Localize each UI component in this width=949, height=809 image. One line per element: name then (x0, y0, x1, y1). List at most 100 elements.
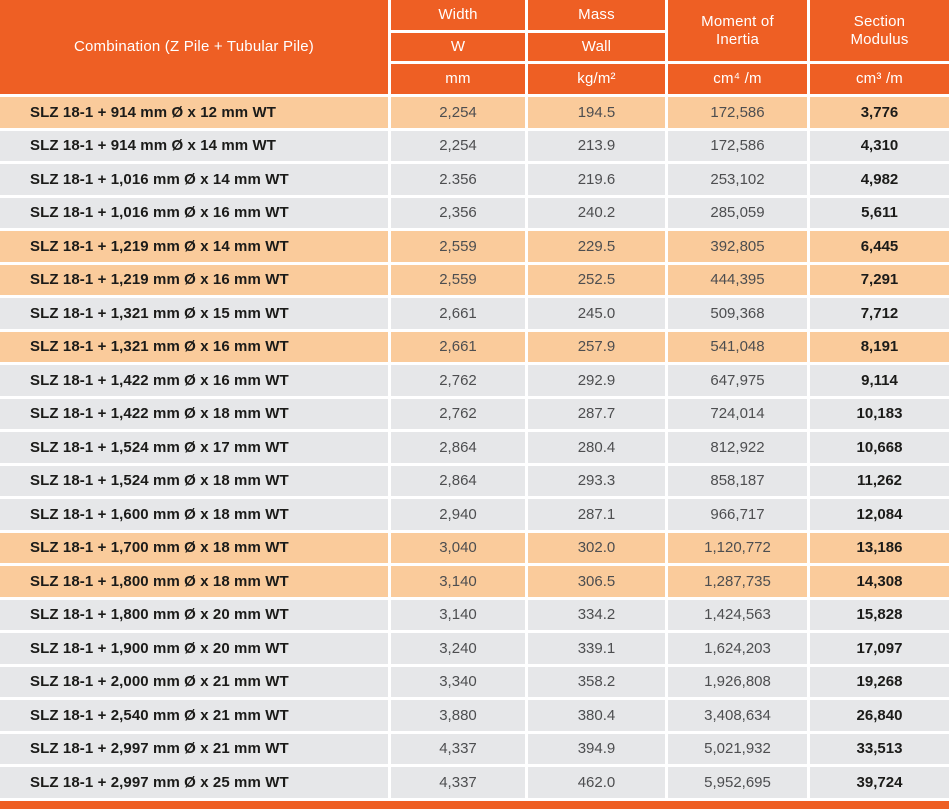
combination-cell: SLZ 18-1 + 1,321 mm Ø x 15 mm WT (0, 298, 388, 329)
moment-of-inertia-cell: 509,368 (668, 298, 807, 329)
mass-cell: 252.5 (528, 264, 665, 295)
section-modulus-cell: 8,191 (810, 331, 949, 362)
mass-cell: 394.9 (528, 733, 665, 764)
moment-of-inertia-cell: 5,021,932 (668, 733, 807, 764)
mass-cell: 334.2 (528, 599, 665, 630)
width-cell: 2,254 (391, 130, 525, 161)
moment-of-inertia-cell: 285,059 (668, 197, 807, 228)
moment-of-inertia-cell: 1,424,563 (668, 599, 807, 630)
width-cell: 2,356 (391, 197, 525, 228)
mass-cell: 240.2 (528, 197, 665, 228)
table-row: SLZ 18-1 + 914 mm Ø x 12 mm WT 2,254 194… (0, 97, 949, 128)
header-inertia-unit: cm⁴ /m (668, 64, 807, 94)
mass-cell: 229.5 (528, 231, 665, 262)
table-row: SLZ 18-1 + 914 mm Ø x 14 mm WT 2,254 213… (0, 130, 949, 161)
section-modulus-cell: 26,840 (810, 700, 949, 731)
combination-cell: SLZ 18-1 + 1,016 mm Ø x 16 mm WT (0, 197, 388, 228)
moment-of-inertia-cell: 812,922 (668, 432, 807, 463)
moment-of-inertia-cell: 172,586 (668, 97, 807, 128)
combination-cell: SLZ 18-1 + 2,997 mm Ø x 21 mm WT (0, 733, 388, 764)
table-row: SLZ 18-1 + 1,422 mm Ø x 16 mm WT 2,762 2… (0, 365, 949, 396)
section-modulus-cell: 6,445 (810, 231, 949, 262)
combination-cell: SLZ 18-1 + 2,997 mm Ø x 25 mm WT (0, 767, 388, 798)
header-moment-of-inertia-title: Moment of Inertia (668, 0, 807, 61)
table-header: Combination (Z Pile + Tubular Pile) Widt… (0, 0, 949, 94)
header-width-unit: mm (391, 64, 525, 94)
header-combination: Combination (Z Pile + Tubular Pile) (0, 0, 388, 94)
mass-cell: 358.2 (528, 666, 665, 697)
section-modulus-cell: 14,308 (810, 566, 949, 597)
width-cell: 2,864 (391, 465, 525, 496)
mass-cell: 287.7 (528, 398, 665, 429)
width-cell: 2,254 (391, 97, 525, 128)
moment-of-inertia-cell: 172,586 (668, 130, 807, 161)
width-cell: 2,661 (391, 298, 525, 329)
section-modulus-cell: 10,668 (810, 432, 949, 463)
width-cell: 2,661 (391, 331, 525, 362)
section-modulus-cell: 4,310 (810, 130, 949, 161)
mass-cell: 293.3 (528, 465, 665, 496)
combination-cell: SLZ 18-1 + 2,540 mm Ø x 21 mm WT (0, 700, 388, 731)
section-modulus-cell: 15,828 (810, 599, 949, 630)
table-row: SLZ 18-1 + 2,000 mm Ø x 21 mm WT 3,340 3… (0, 666, 949, 697)
combination-cell: SLZ 18-1 + 2,000 mm Ø x 21 mm WT (0, 666, 388, 697)
table-row: SLZ 18-1 + 2,997 mm Ø x 25 mm WT 4,337 4… (0, 767, 949, 798)
combination-cell: SLZ 18-1 + 1,800 mm Ø x 20 mm WT (0, 599, 388, 630)
combination-cell: SLZ 18-1 + 1,600 mm Ø x 18 mm WT (0, 499, 388, 530)
bottom-accent-bar (0, 800, 949, 809)
header-mass-title: Mass (528, 0, 665, 30)
combination-cell: SLZ 18-1 + 1,422 mm Ø x 18 mm WT (0, 398, 388, 429)
width-cell: 2,762 (391, 365, 525, 396)
mass-cell: 245.0 (528, 298, 665, 329)
header-width-title: Width (391, 0, 525, 30)
combination-cell: SLZ 18-1 + 914 mm Ø x 12 mm WT (0, 97, 388, 128)
width-cell: 2,940 (391, 499, 525, 530)
combination-cell: SLZ 18-1 + 1,321 mm Ø x 16 mm WT (0, 331, 388, 362)
section-modulus-cell: 13,186 (810, 532, 949, 563)
moment-of-inertia-cell: 724,014 (668, 398, 807, 429)
table-row: SLZ 18-1 + 2,997 mm Ø x 21 mm WT 4,337 3… (0, 733, 949, 764)
section-modulus-cell: 12,084 (810, 499, 949, 530)
section-modulus-cell: 11,262 (810, 465, 949, 496)
width-cell: 4,337 (391, 767, 525, 798)
width-cell: 2,762 (391, 398, 525, 429)
table-row: SLZ 18-1 + 1,600 mm Ø x 18 mm WT 2,940 2… (0, 499, 949, 530)
moment-of-inertia-cell: 1,287,735 (668, 566, 807, 597)
mass-cell: 339.1 (528, 633, 665, 664)
header-width-symbol: W (391, 33, 525, 61)
width-cell: 2,559 (391, 264, 525, 295)
moment-of-inertia-cell: 3,408,634 (668, 700, 807, 731)
width-cell: 3,880 (391, 700, 525, 731)
section-modulus-cell: 5,611 (810, 197, 949, 228)
combination-cell: SLZ 18-1 + 1,016 mm Ø x 14 mm WT (0, 164, 388, 195)
table-body: SLZ 18-1 + 914 mm Ø x 12 mm WT 2,254 194… (0, 97, 949, 798)
mass-cell: 287.1 (528, 499, 665, 530)
moment-of-inertia-cell: 392,805 (668, 231, 807, 262)
table-row: SLZ 18-1 + 1,422 mm Ø x 18 mm WT 2,762 2… (0, 398, 949, 429)
combination-cell: SLZ 18-1 + 1,524 mm Ø x 17 mm WT (0, 432, 388, 463)
moment-of-inertia-cell: 966,717 (668, 499, 807, 530)
mass-cell: 213.9 (528, 130, 665, 161)
table-row: SLZ 18-1 + 1,219 mm Ø x 16 mm WT 2,559 2… (0, 264, 949, 295)
width-cell: 3,340 (391, 666, 525, 697)
width-cell: 3,140 (391, 566, 525, 597)
section-modulus-cell: 9,114 (810, 365, 949, 396)
table-row: SLZ 18-1 + 1,900 mm Ø x 20 mm WT 3,240 3… (0, 633, 949, 664)
combination-cell: SLZ 18-1 + 1,422 mm Ø x 16 mm WT (0, 365, 388, 396)
moment-of-inertia-cell: 444,395 (668, 264, 807, 295)
moment-of-inertia-cell: 1,926,808 (668, 666, 807, 697)
header-modulus-unit: cm³ /m (810, 64, 949, 94)
section-modulus-cell: 10,183 (810, 398, 949, 429)
width-cell: 2.356 (391, 164, 525, 195)
section-modulus-cell: 39,724 (810, 767, 949, 798)
mass-cell: 462.0 (528, 767, 665, 798)
mass-cell: 302.0 (528, 532, 665, 563)
moment-of-inertia-cell: 253,102 (668, 164, 807, 195)
width-cell: 3,040 (391, 532, 525, 563)
width-cell: 3,140 (391, 599, 525, 630)
section-modulus-cell: 4,982 (810, 164, 949, 195)
moment-of-inertia-cell: 5,952,695 (668, 767, 807, 798)
combination-cell: SLZ 18-1 + 1,219 mm Ø x 14 mm WT (0, 231, 388, 262)
combination-cell: SLZ 18-1 + 1,524 mm Ø x 18 mm WT (0, 465, 388, 496)
